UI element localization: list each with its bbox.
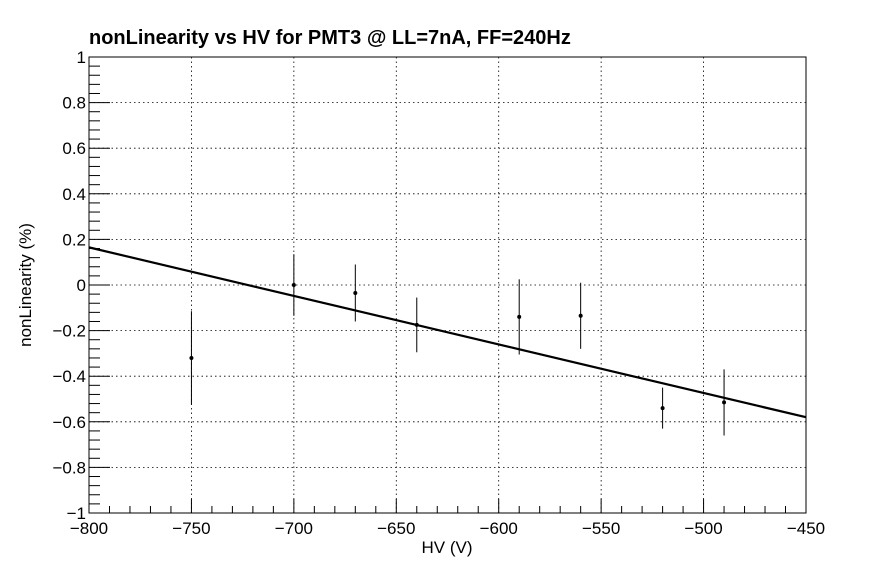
data-point [291, 254, 296, 316]
y-tick-label: −1 [67, 504, 86, 523]
data-point [517, 279, 522, 355]
y-tick-label: −0.4 [52, 367, 86, 386]
point-marker [353, 290, 358, 295]
y-tick-label: 0.8 [62, 94, 86, 113]
x-tick-label: −800 [70, 519, 108, 538]
y-tick-label: −0.6 [52, 413, 86, 432]
point-marker [414, 322, 419, 327]
data-point [353, 264, 358, 322]
y-tick-label: 1 [77, 48, 86, 67]
x-tick-label: −550 [582, 519, 620, 538]
x-tick-label: −750 [172, 519, 210, 538]
x-tick-label: −500 [684, 519, 722, 538]
data-point [189, 311, 194, 405]
y-tick-label: 0 [77, 276, 86, 295]
point-marker [189, 355, 194, 360]
data-points [189, 254, 727, 436]
x-tick-label: −600 [480, 519, 518, 538]
y-tick-label: −0.8 [52, 458, 86, 477]
data-point [578, 282, 583, 349]
y-axis-label: nonLinearity (%) [16, 223, 35, 347]
data-point [660, 387, 665, 429]
point-marker [578, 313, 583, 318]
fit-line-group [88, 246, 807, 419]
tick-labels: −800 −750 −700 −650 −600 −550 −500 −450 −1 −0.8 −0… [52, 48, 825, 538]
point-marker [660, 406, 665, 411]
point-marker [291, 283, 296, 287]
y-tick-label: 0.2 [62, 230, 86, 249]
chart-title: nonLinearity vs HV for PMT3 @ LL=7nA, FF… [89, 27, 571, 49]
data-point [414, 297, 419, 353]
y-tick-label: 0.6 [62, 139, 86, 158]
x-tick-label: −650 [377, 519, 415, 538]
fit-line [88, 246, 807, 419]
x-tick-label: −450 [787, 519, 825, 538]
x-axis-label: HV (V) [422, 538, 473, 557]
axis-ticks [88, 56, 807, 514]
data-point [722, 369, 727, 436]
x-tick-label: −700 [275, 519, 313, 538]
y-tick-label: 0.4 [62, 185, 86, 204]
plot-frame [88, 56, 807, 514]
grid-lines [89, 57, 806, 513]
point-marker [517, 314, 522, 319]
y-tick-label: −0.2 [52, 322, 86, 341]
point-marker [722, 400, 727, 405]
